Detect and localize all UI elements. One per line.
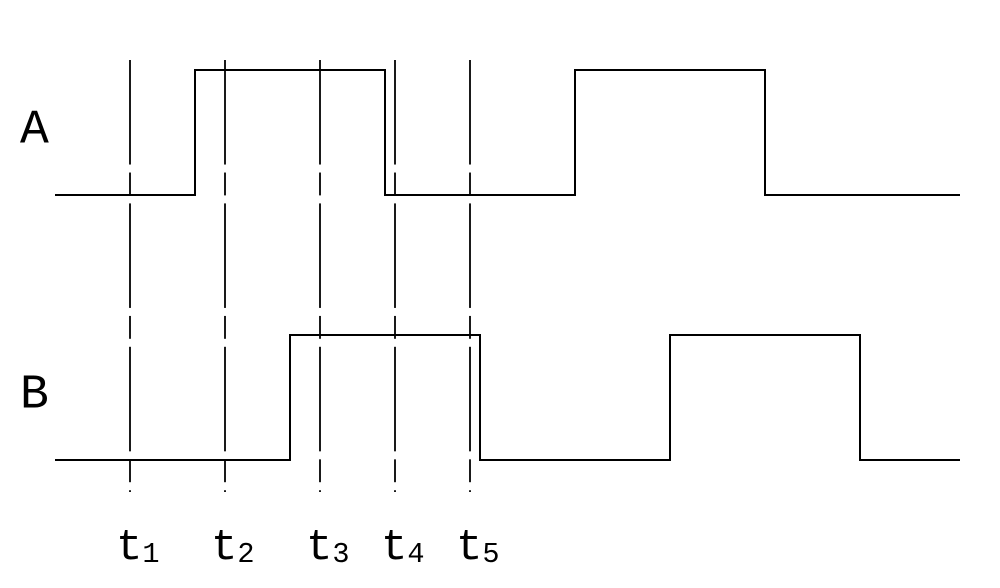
time-label-t2: t2 (211, 523, 255, 573)
signal-B-label: B (20, 369, 49, 423)
time-label-t5: t5 (456, 523, 500, 573)
signal-B-waveform (55, 335, 960, 460)
signal-A-waveform (55, 70, 960, 195)
signal-A-label: A (20, 104, 49, 158)
time-label-t4: t4 (381, 523, 425, 573)
time-label-t1: t1 (116, 523, 160, 573)
time-label-t3: t3 (306, 523, 350, 573)
